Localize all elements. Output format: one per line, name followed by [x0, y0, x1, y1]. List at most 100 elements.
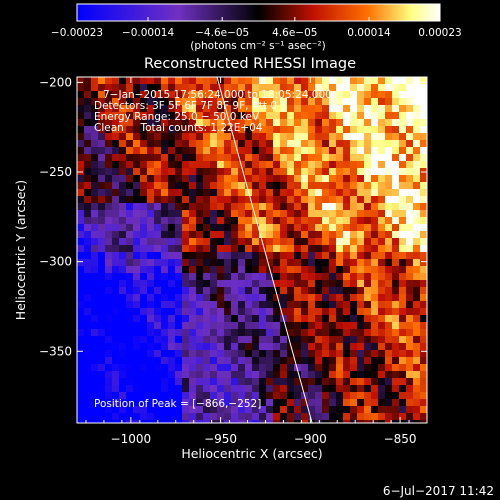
heatmap-cell [266, 147, 273, 154]
heatmap-cell [364, 84, 371, 91]
heatmap-cell [371, 196, 378, 203]
heatmap-cell [161, 189, 168, 196]
heatmap-cell [364, 308, 371, 315]
heatmap-cell [245, 350, 252, 357]
heatmap-cell [413, 343, 420, 350]
heatmap-cell [322, 231, 329, 238]
heatmap-cell [126, 98, 133, 105]
heatmap-cell [350, 308, 357, 315]
heatmap-cell [399, 280, 406, 287]
heatmap-cell [168, 308, 175, 315]
heatmap-cell [280, 238, 287, 245]
heatmap-cell [399, 406, 406, 413]
heatmap-cell [175, 364, 182, 371]
heatmap-cell [112, 182, 119, 189]
heatmap-cell [112, 154, 119, 161]
heatmap-cell [315, 105, 322, 112]
heatmap-cell [385, 77, 392, 84]
heatmap-cell [217, 84, 224, 91]
heatmap-cell [196, 322, 203, 329]
heatmap-cell [266, 378, 273, 385]
heatmap-cell [84, 133, 91, 140]
heatmap-cell [91, 301, 98, 308]
heatmap-cell [217, 266, 224, 273]
heatmap-cell [84, 343, 91, 350]
heatmap-cell [252, 203, 259, 210]
heatmap-cell [126, 280, 133, 287]
heatmap-cell [168, 189, 175, 196]
heatmap-cell [343, 371, 350, 378]
heatmap-cell [175, 357, 182, 364]
heatmap-cell [336, 119, 343, 126]
heatmap-cell [231, 329, 238, 336]
heatmap-cell [399, 238, 406, 245]
heatmap-cell [175, 378, 182, 385]
heatmap-cell [98, 371, 105, 378]
heatmap-cell [245, 392, 252, 399]
heatmap-cell [392, 154, 399, 161]
heatmap-cell [161, 315, 168, 322]
heatmap-cell [371, 84, 378, 91]
heatmap-cell [203, 329, 210, 336]
heatmap-cell [217, 112, 224, 119]
heatmap-cell [378, 406, 385, 413]
heatmap-cell [378, 259, 385, 266]
heatmap-cell [294, 399, 301, 406]
heatmap-cell [364, 91, 371, 98]
chart-title: Reconstructed RHESSI Image [144, 56, 356, 72]
heatmap-cell [266, 336, 273, 343]
heatmap-cell [119, 182, 126, 189]
heatmap-cell [203, 105, 210, 112]
heatmap-cell [133, 140, 140, 147]
heatmap-cell [406, 245, 413, 252]
heatmap-cell [140, 357, 147, 364]
heatmap-cell [210, 252, 217, 259]
heatmap-cell [140, 98, 147, 105]
heatmap-cell [294, 308, 301, 315]
heatmap-cell [364, 287, 371, 294]
heatmap-cell [154, 154, 161, 161]
heatmap-cell [168, 210, 175, 217]
heatmap-cell [91, 182, 98, 189]
heatmap-cell [350, 287, 357, 294]
heatmap-cell [287, 112, 294, 119]
heatmap-cell [105, 203, 112, 210]
heatmap-cell [378, 175, 385, 182]
heatmap-cell [154, 301, 161, 308]
heatmap-cell [406, 231, 413, 238]
heatmap-cell [154, 245, 161, 252]
heatmap-cell [119, 406, 126, 413]
heatmap-cell [420, 371, 427, 378]
heatmap-cell [196, 413, 203, 420]
heatmap-cell [126, 161, 133, 168]
heatmap-cell [315, 392, 322, 399]
heatmap-cell [350, 357, 357, 364]
heatmap-cell [392, 266, 399, 273]
heatmap-cell [280, 364, 287, 371]
heatmap-cell [189, 77, 196, 84]
heatmap-cell [371, 399, 378, 406]
heatmap-cell [322, 378, 329, 385]
heatmap-cell [196, 231, 203, 238]
heatmap-cell [98, 245, 105, 252]
heatmap-cell [385, 399, 392, 406]
heatmap-cell [196, 196, 203, 203]
heatmap-cell [392, 140, 399, 147]
heatmap-cell [119, 168, 126, 175]
heatmap-cell [406, 364, 413, 371]
heatmap-cell [315, 301, 322, 308]
heatmap-cell [210, 266, 217, 273]
heatmap-cell [315, 77, 322, 84]
heatmap-cell [161, 357, 168, 364]
heatmap-cell [175, 224, 182, 231]
heatmap-cell [175, 336, 182, 343]
heatmap-cell [105, 301, 112, 308]
heatmap-cell [77, 287, 84, 294]
heatmap-cell [140, 161, 147, 168]
heatmap-cell [91, 378, 98, 385]
heatmap-cell [84, 91, 91, 98]
heatmap-cell [385, 189, 392, 196]
heatmap-cell [329, 182, 336, 189]
heatmap-cell [329, 378, 336, 385]
heatmap-cell [217, 371, 224, 378]
